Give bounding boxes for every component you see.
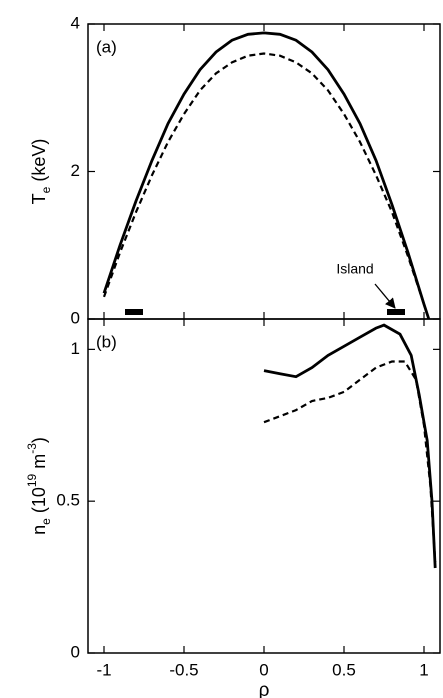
y-tick-label: 0.5 — [56, 491, 80, 510]
island-marker — [387, 309, 405, 315]
y-axis-label-part: e — [39, 186, 53, 193]
y-axis-label-part: (10 — [29, 487, 49, 518]
plot-frame — [87, 23, 441, 320]
panel-label: (a) — [96, 37, 117, 56]
y-axis-label-part: ) — [29, 437, 49, 443]
y-axis-label-part: (keV) — [29, 139, 49, 187]
y-tick-label: 1 — [71, 339, 80, 358]
y-axis-label-part: e — [39, 518, 53, 525]
x-tick-label: 0.5 — [332, 660, 356, 679]
y-axis-label-part: m — [29, 454, 49, 474]
data-line — [102, 52, 430, 320]
y-tick-label: 0 — [71, 308, 80, 327]
y-axis-label-part: 19 — [25, 473, 39, 487]
data-line — [263, 323, 437, 569]
plot-frame — [87, 318, 441, 654]
y-axis-label-part: T — [29, 193, 49, 204]
annotation: Island — [336, 261, 373, 277]
y-tick-label: 0 — [71, 642, 80, 661]
y-axis-label: Te (keV) — [29, 139, 53, 205]
x-axis-label: ρ — [259, 680, 270, 698]
island-marker — [125, 309, 143, 315]
y-axis-label-part: n — [29, 525, 49, 535]
y-tick-label: 4 — [71, 13, 80, 32]
y-axis-label-part: -3 — [25, 443, 39, 454]
y-axis-label: ne (1019 m-3) — [25, 437, 53, 535]
data-line — [263, 360, 437, 562]
x-tick-label: -1 — [96, 660, 111, 679]
panel-label: (b) — [96, 332, 117, 351]
y-tick-label: 2 — [71, 161, 80, 180]
x-tick-label: -0.5 — [169, 660, 198, 679]
data-line — [102, 31, 431, 320]
x-tick-label: 1 — [419, 660, 428, 679]
annotation-arrow — [374, 283, 396, 309]
x-tick-label: 0 — [259, 660, 268, 679]
